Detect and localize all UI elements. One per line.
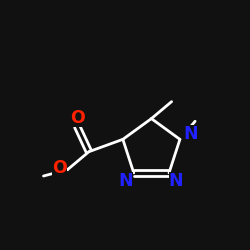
Text: N: N: [183, 125, 198, 143]
Text: O: O: [70, 109, 84, 127]
Text: N: N: [169, 172, 183, 190]
Text: N: N: [118, 172, 133, 190]
Text: O: O: [52, 159, 67, 177]
